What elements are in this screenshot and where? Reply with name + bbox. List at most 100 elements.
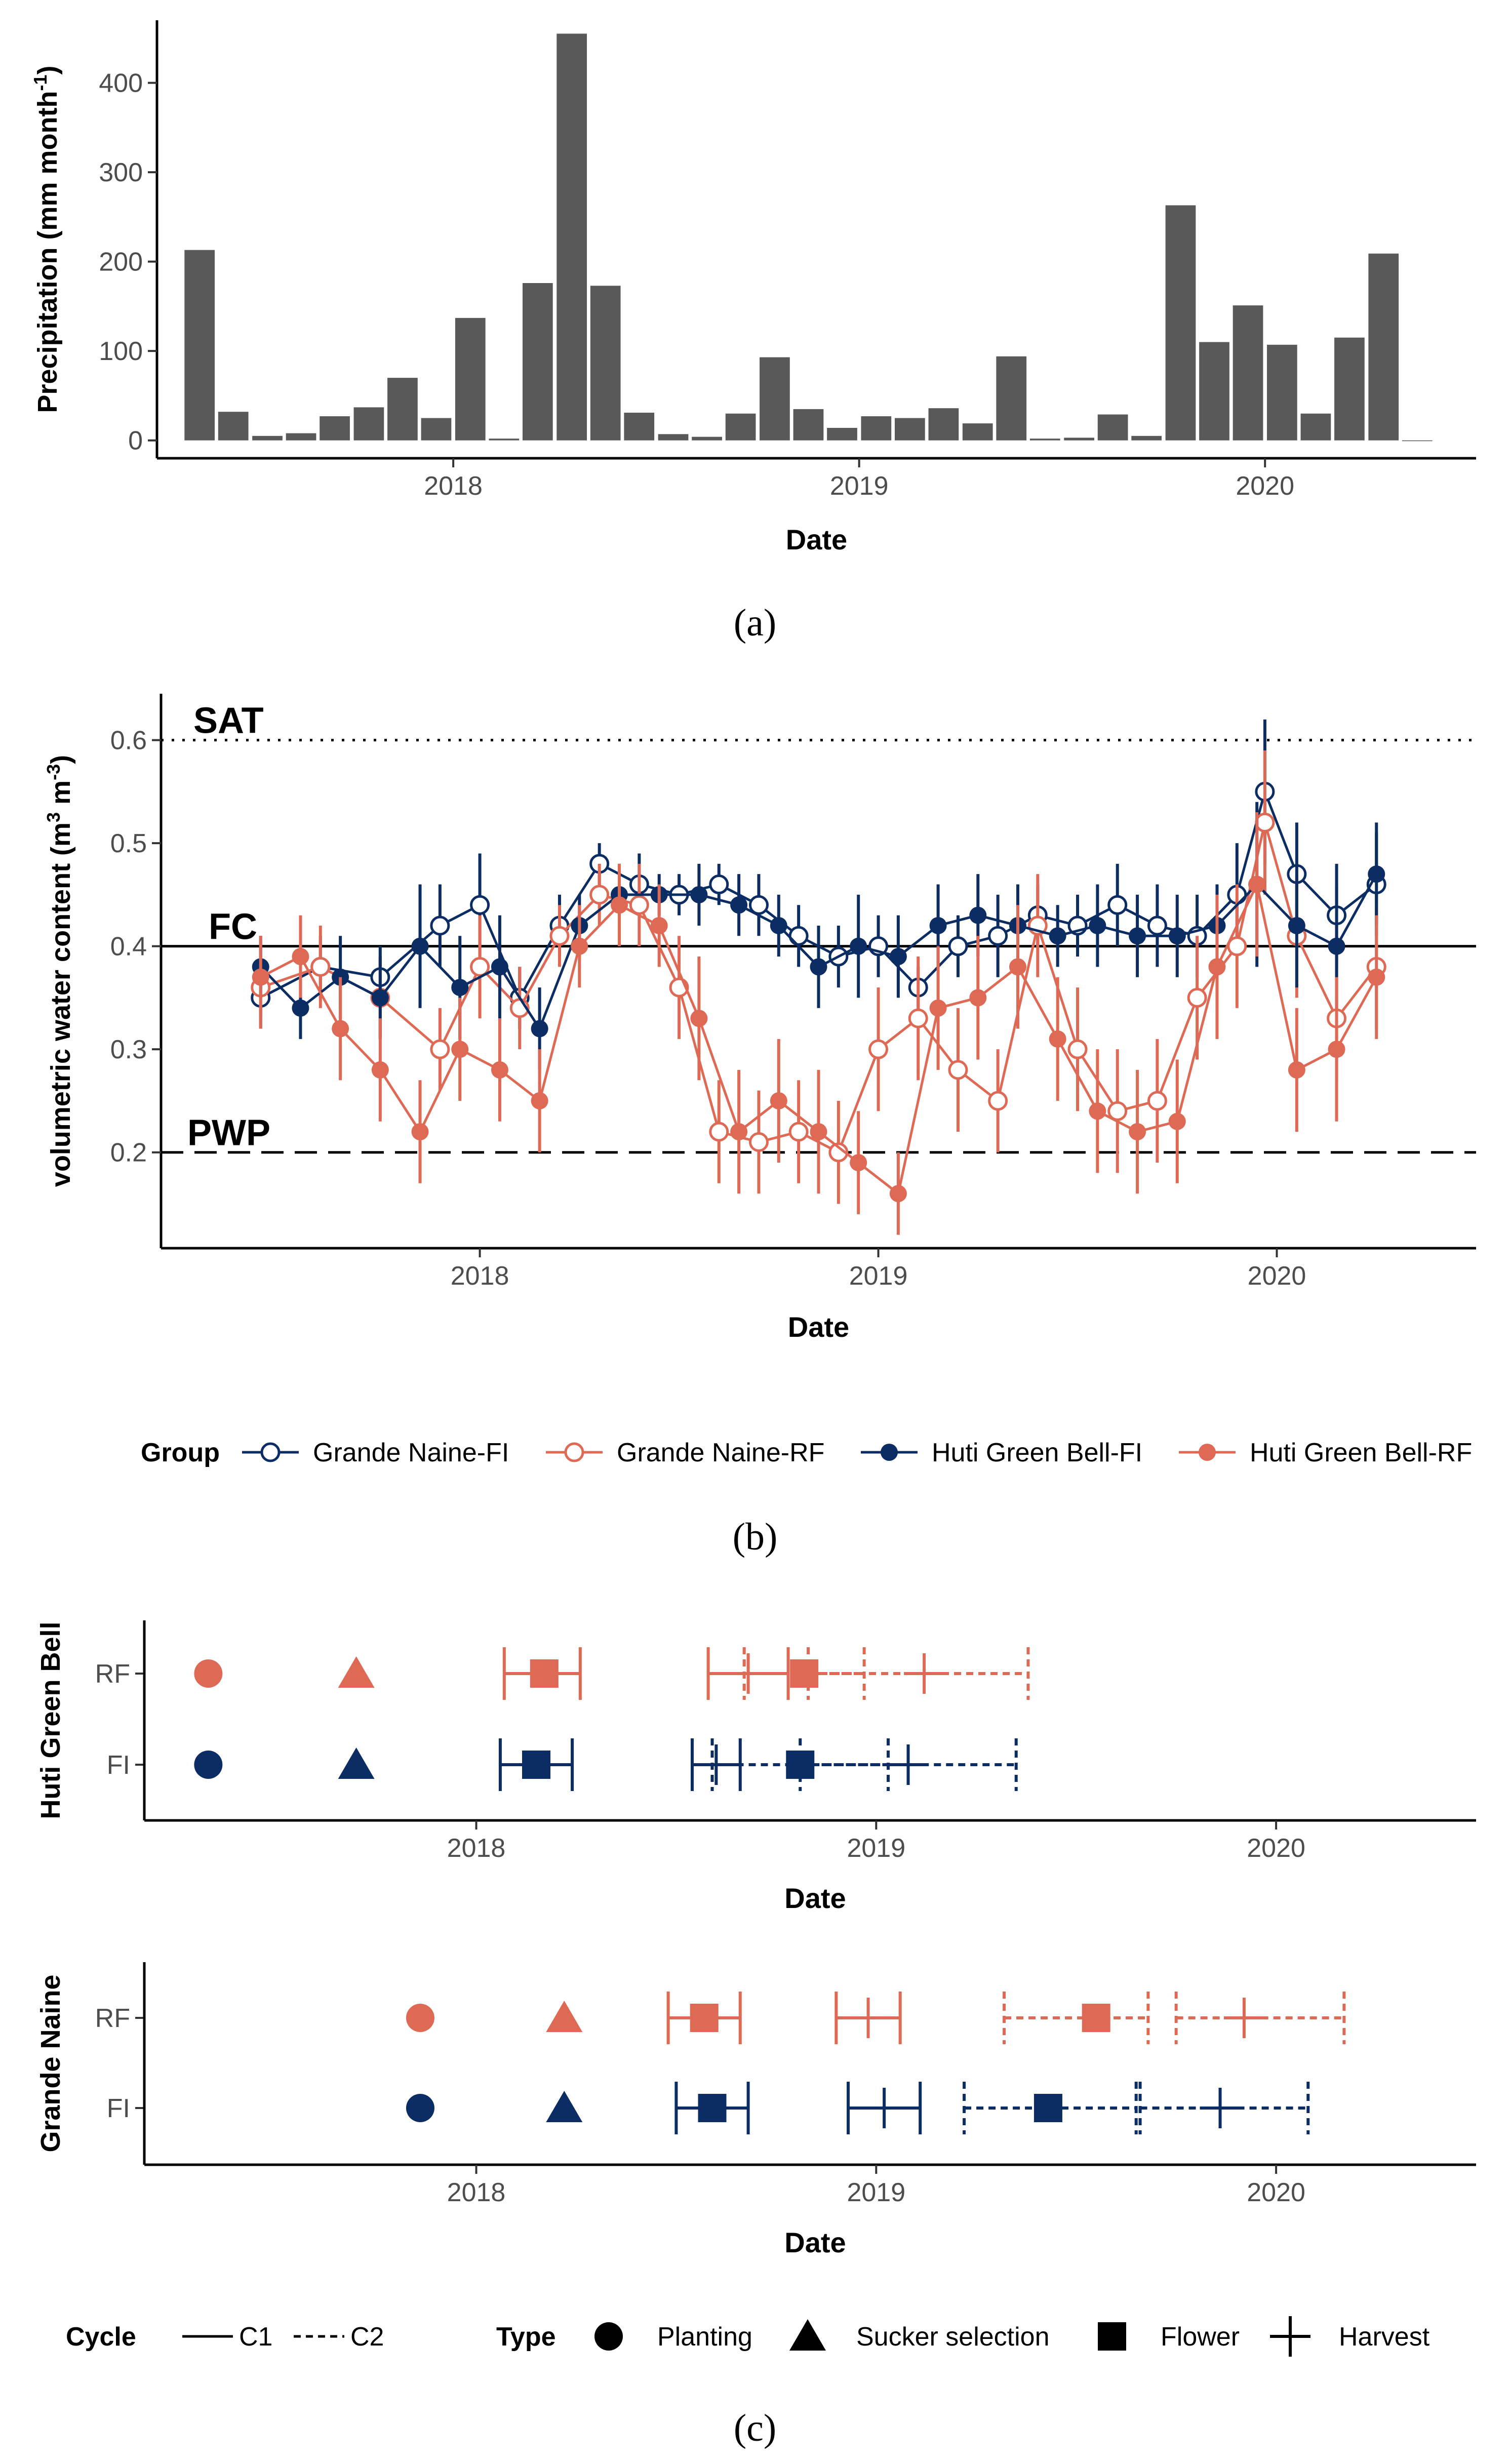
panel-c: RF FI 2018 2019 2020 Date Huti Green Bell RF FI 2… [35, 1620, 1476, 2449]
data-point [1168, 927, 1186, 945]
data-point [1288, 1061, 1305, 1079]
data-point [491, 1061, 508, 1079]
sucker-marker [338, 1747, 375, 1779]
data-point [810, 1123, 827, 1141]
data-point [332, 1020, 349, 1038]
data-point [1089, 1102, 1106, 1120]
data-point [730, 896, 748, 914]
data-point [730, 1123, 748, 1141]
data-point [1049, 1030, 1066, 1048]
bar [1300, 413, 1331, 441]
bar [1029, 439, 1060, 441]
data-point [889, 948, 907, 966]
legend-type-label: Harvest [1339, 2322, 1430, 2352]
y-axis-title: volumetric water content (m3 m-3) [43, 755, 76, 1187]
y-tick-label: 100 [99, 337, 143, 366]
legend-marker [260, 1442, 281, 1462]
data-point [430, 916, 450, 936]
bar [557, 33, 587, 441]
y-tick-label: 0.5 [110, 829, 147, 858]
panel-label-a: (a) [734, 602, 776, 644]
data-point [1107, 1101, 1128, 1121]
y-tick-label: 400 [99, 69, 143, 98]
flower-marker [1098, 2322, 1126, 2351]
facet-huti-green-bell: RF FI 2018 2019 2020 Date Huti Green Bell [35, 1620, 1476, 1914]
legend-marker [564, 1442, 584, 1462]
flower-marker [1034, 2094, 1062, 2122]
flower-marker [698, 2094, 727, 2122]
data-point [411, 937, 429, 955]
flower-marker [1082, 2004, 1110, 2032]
x-tick-label: 2019 [849, 1261, 908, 1291]
sucker-marker [789, 2319, 826, 2351]
facet-title: Grande Naine [35, 1974, 66, 2152]
data-point [1248, 876, 1266, 893]
bar [1131, 435, 1162, 441]
legend-label: Grande Naine-FI [313, 1438, 509, 1467]
ref-label-fc: FC [209, 907, 257, 947]
bar [353, 407, 384, 441]
x-tick-label: 2020 [1236, 471, 1294, 501]
bar [624, 412, 655, 441]
sucker-marker [546, 2001, 583, 2032]
legend-b: Group Grande Naine-FI Grande Naine-RF Huti … [141, 1438, 1472, 1467]
sucker-marker [338, 1656, 375, 1688]
legend-type-label: Sucker selection [856, 2322, 1050, 2352]
data-point [252, 968, 269, 986]
x-tick-label: 2018 [447, 2178, 506, 2207]
x-tick-label: 2019 [830, 471, 889, 501]
data-point [788, 926, 809, 946]
bar [489, 439, 520, 441]
x-tick-label: 2018 [451, 1261, 509, 1291]
bar [1402, 440, 1433, 442]
bar [1233, 305, 1263, 441]
bar [1165, 205, 1196, 441]
legend-type-label: Planting [657, 2322, 752, 2352]
bar [218, 412, 249, 441]
planting-marker [594, 2322, 623, 2351]
bar [996, 356, 1027, 441]
y-tick-label: 0 [128, 426, 143, 456]
y-tick-label: 0.6 [110, 726, 147, 756]
data-point [1328, 937, 1345, 955]
data-point [770, 917, 787, 934]
facet-title: Huti Green Bell [35, 1621, 66, 1819]
data-point [1147, 916, 1167, 936]
data-point [411, 1123, 429, 1141]
bar [725, 413, 756, 441]
data-point [1208, 958, 1226, 976]
series-huti-green-bell-rf [252, 812, 1385, 1235]
y-tick-label: 0.3 [110, 1035, 147, 1064]
data-point [929, 999, 947, 1017]
legend-marker [881, 1444, 898, 1461]
legend-label: Grande Naine-RF [617, 1438, 824, 1467]
planting-marker [194, 1659, 223, 1688]
data-point [788, 1122, 809, 1142]
data-point [889, 1185, 907, 1203]
data-point [850, 1154, 867, 1172]
bar [320, 416, 350, 441]
x-axis-title: Date [788, 1311, 849, 1343]
legend-label: Huti Green Bell-RF [1250, 1438, 1472, 1467]
data-point [451, 979, 469, 997]
legend-c: Cycle C1 C2 Type Planting Sucker selection Flo… [66, 2316, 1430, 2357]
data-point [1368, 968, 1385, 986]
y-tick-label: RF [95, 2004, 130, 2033]
bar [184, 250, 215, 441]
bar [1097, 414, 1128, 441]
data-point [629, 895, 649, 915]
data-point [531, 1092, 548, 1109]
data-point [969, 906, 987, 924]
data-point [709, 875, 729, 895]
data-point [929, 917, 947, 934]
data-point [1187, 987, 1207, 1008]
data-point [650, 917, 668, 934]
panel-label-c: (c) [734, 2407, 776, 2449]
x-tick-label: 2019 [847, 2178, 905, 2207]
series-huti-green-bell-fi [252, 802, 1385, 1070]
data-point [470, 957, 490, 977]
data-point [1168, 1112, 1186, 1130]
planting-marker [406, 2094, 434, 2122]
y-tick-label: FI [107, 1751, 130, 1780]
legend-type-title: Type [496, 2322, 556, 2352]
